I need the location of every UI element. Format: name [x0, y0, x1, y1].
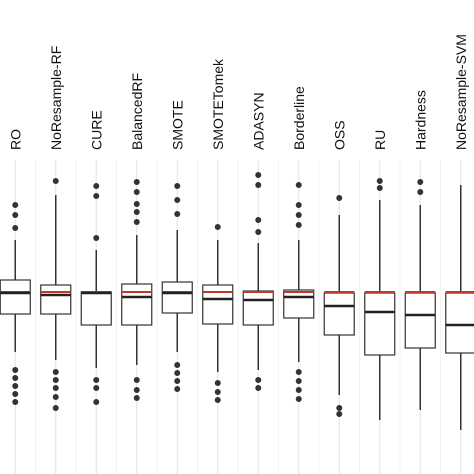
outlier	[255, 182, 262, 188]
outlier	[295, 222, 302, 228]
outlier	[417, 189, 424, 195]
outlier	[255, 377, 262, 383]
outlier	[133, 387, 140, 393]
box	[80, 291, 112, 326]
box	[121, 283, 153, 326]
outlier	[133, 189, 140, 195]
outlier	[295, 202, 302, 208]
outlier	[295, 369, 302, 375]
outlier	[336, 405, 343, 411]
outlier	[12, 212, 19, 218]
outlier	[255, 385, 262, 391]
x-tick-label: RU	[372, 130, 388, 150]
outlier	[295, 212, 302, 218]
outlier	[52, 405, 59, 411]
outlier	[295, 396, 302, 402]
outlier	[295, 387, 302, 393]
outlier	[174, 211, 181, 217]
outlier	[12, 225, 19, 231]
x-tick-label: BalancedRF	[129, 73, 145, 150]
box	[364, 292, 396, 356]
outlier	[12, 391, 19, 397]
x-tick-label: CURE	[88, 110, 104, 150]
x-tick-label: SMOTETomek	[210, 58, 226, 150]
outlier	[295, 182, 302, 188]
outlier	[255, 217, 262, 223]
x-tick-label: ADASYN	[250, 92, 266, 150]
outlier	[214, 224, 221, 230]
outlier	[417, 179, 424, 185]
x-tick-label: NoResample-RF	[48, 46, 64, 150]
x-tick-label: Hardness	[412, 90, 428, 150]
outlier	[52, 394, 59, 400]
box	[242, 290, 274, 326]
outlier	[12, 375, 19, 381]
outlier	[133, 209, 140, 215]
outlier	[336, 195, 343, 201]
box	[404, 292, 436, 349]
x-tick-label: Borderline	[291, 86, 307, 150]
outlier	[214, 397, 221, 403]
outlier	[12, 383, 19, 389]
outlier	[133, 179, 140, 185]
outlier	[93, 377, 100, 383]
box	[323, 292, 355, 336]
outlier	[376, 178, 383, 184]
outlier	[93, 235, 100, 241]
outlier	[93, 193, 100, 199]
x-tick-label: OSS	[331, 120, 347, 150]
outlier	[376, 185, 383, 191]
outlier	[336, 411, 343, 417]
outlier	[12, 202, 19, 208]
box	[40, 284, 72, 315]
outlier	[174, 197, 181, 203]
outlier	[214, 389, 221, 395]
outlier	[174, 386, 181, 392]
outlier	[174, 370, 181, 376]
outlier	[93, 399, 100, 405]
box	[445, 292, 474, 354]
outlier	[255, 172, 262, 178]
x-tick-label: SMOTE	[169, 100, 185, 150]
box	[0, 279, 31, 315]
outlier	[174, 362, 181, 368]
outlier	[133, 377, 140, 383]
outlier	[174, 378, 181, 384]
outlier	[295, 378, 302, 384]
outlier	[52, 369, 59, 375]
outlier	[93, 385, 100, 391]
outlier	[174, 183, 181, 189]
outlier	[52, 385, 59, 391]
outlier	[133, 201, 140, 207]
box	[202, 284, 234, 325]
box	[283, 289, 315, 319]
outlier	[214, 380, 221, 386]
outlier	[133, 395, 140, 401]
outlier	[52, 178, 59, 184]
outlier	[12, 367, 19, 373]
x-tick-label: RO	[7, 129, 23, 150]
outlier	[93, 183, 100, 189]
outlier	[133, 219, 140, 225]
outlier	[52, 377, 59, 383]
box	[161, 281, 193, 314]
outlier	[255, 229, 262, 235]
x-tick-label: NoResample-SVM	[453, 34, 469, 150]
outlier	[12, 399, 19, 405]
